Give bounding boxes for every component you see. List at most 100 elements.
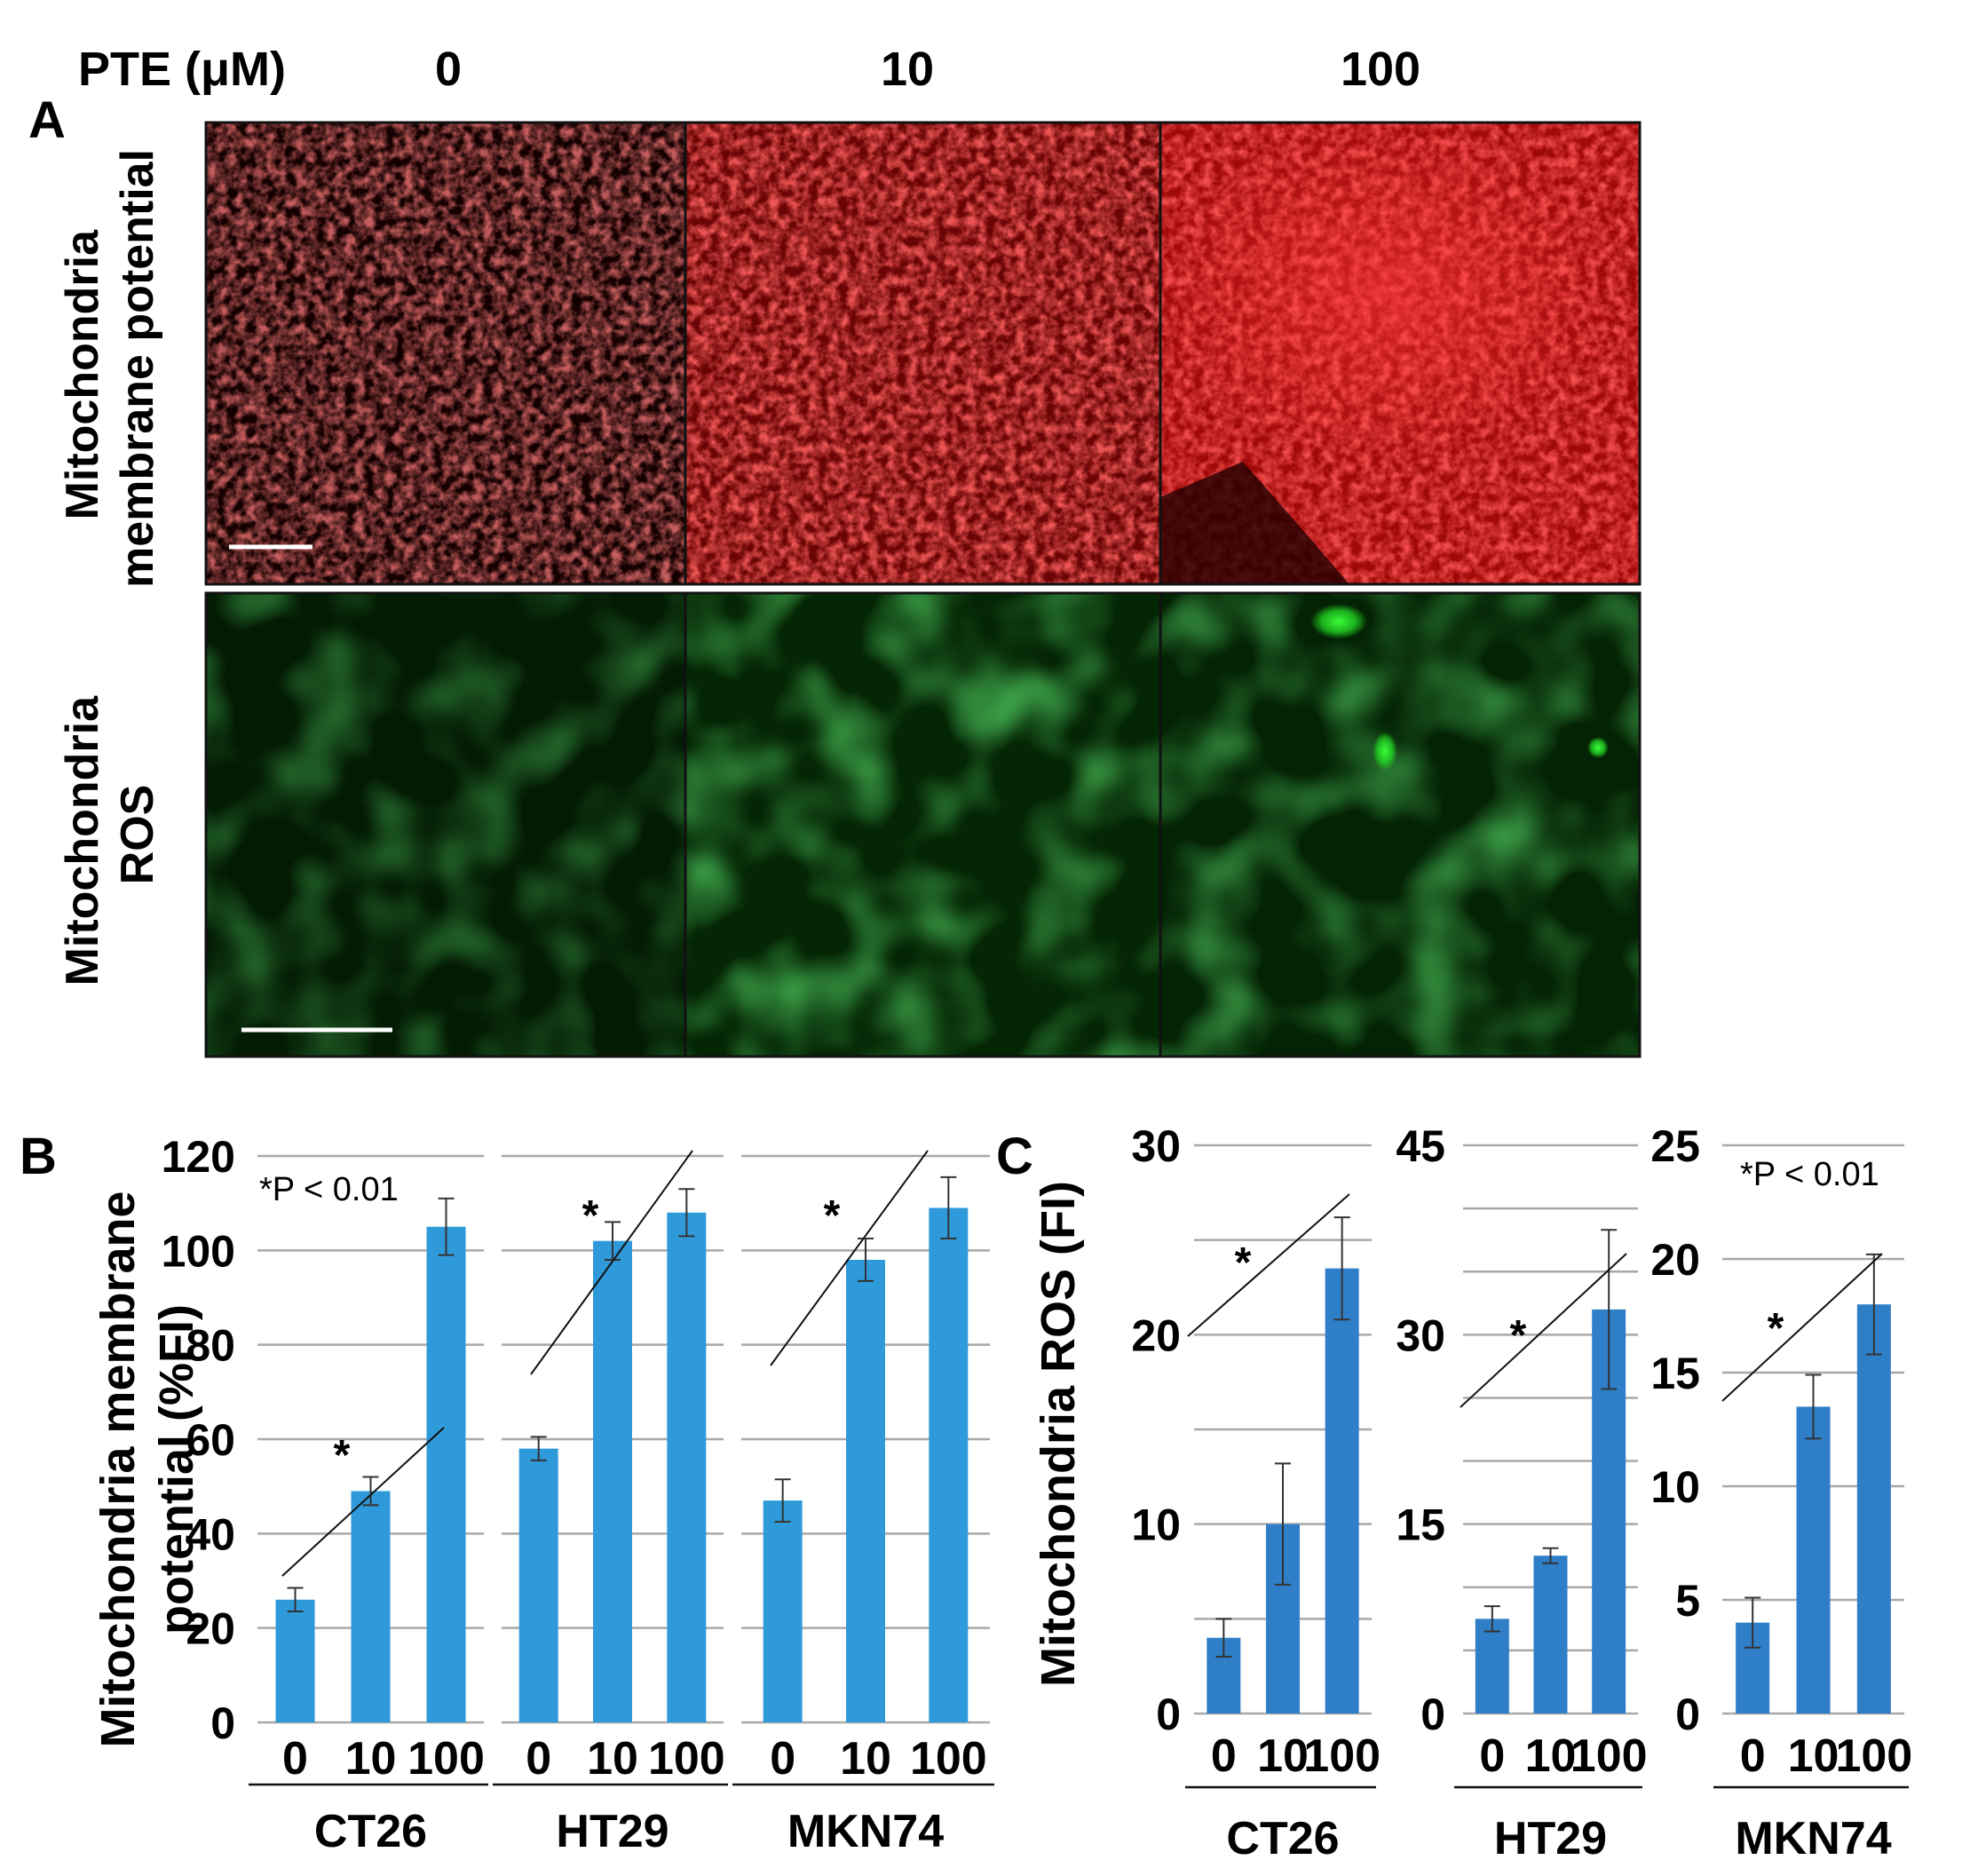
group-name: MKN74 <box>787 1806 944 1857</box>
xtick-label: 100 <box>1835 1730 1912 1782</box>
panel-c-ylabel-line: Mitochondria ROS (FI) <box>1032 1181 1085 1687</box>
ytick-label: 45 <box>1396 1121 1445 1171</box>
bar-ht29-0 <box>518 1448 558 1722</box>
ytick-label: 20 <box>1131 1310 1181 1360</box>
xtick-label: 0 <box>1211 1730 1237 1782</box>
xtick-label: 10 <box>1525 1730 1577 1782</box>
significance-star: * <box>582 1192 599 1239</box>
xtick-label: 100 <box>910 1733 987 1785</box>
group-name: CT26 <box>314 1806 427 1857</box>
xtick-label: 0 <box>526 1733 551 1785</box>
ytick-label: 10 <box>1650 1462 1700 1512</box>
significance-line <box>770 1150 929 1366</box>
bar-mkn74-100 <box>1856 1304 1891 1714</box>
panel-b-group-mkn74: 0 10 100 * MKN74 <box>732 1150 994 1857</box>
significance-line <box>1187 1193 1350 1337</box>
ytick-label: 25 <box>1650 1121 1700 1171</box>
significance-line <box>281 1427 445 1577</box>
ytick-label: 40 <box>186 1509 235 1559</box>
panel-b-group-ht29: 0 10 100 * HT29 <box>493 1150 728 1857</box>
panel-b-ylabel-line: potential (%FI) <box>150 1304 203 1635</box>
bar-ct26-100 <box>1325 1268 1359 1714</box>
panel-b-annotation: *P < 0.01 <box>259 1171 399 1208</box>
ytick-label: 60 <box>186 1415 235 1465</box>
panel-c-annotation: *P < 0.01 <box>1740 1156 1879 1193</box>
xtick-label: 0 <box>282 1733 308 1785</box>
panel-a: A PTE (μM) 0 10 100 Mitochondria membran… <box>28 43 1642 1058</box>
panel-b-ylabel-line: Mitochondria membrane <box>91 1191 145 1747</box>
group-name: HT29 <box>1494 1813 1607 1864</box>
micrograph-ros-100 <box>1160 593 1640 1057</box>
significance-line <box>530 1150 693 1375</box>
group-name: MKN74 <box>1735 1813 1891 1864</box>
xtick-label: 100 <box>1570 1730 1648 1782</box>
micrograph-membrane-0 <box>206 123 685 584</box>
panel-b-label: B <box>20 1128 57 1185</box>
ytick-label: 20 <box>1650 1235 1700 1285</box>
panel-c-label: C <box>996 1128 1033 1185</box>
panel-c-ylabel: Mitochondria ROS (FI) <box>1032 1181 1085 1687</box>
bar-mkn74-10 <box>846 1259 885 1722</box>
bar-ct26-100 <box>426 1226 466 1722</box>
bar-ht29-0 <box>1475 1619 1509 1714</box>
group-name: CT26 <box>1226 1813 1339 1864</box>
bar-mkn74-10 <box>1796 1406 1831 1714</box>
bar-ht29-100 <box>667 1212 707 1722</box>
panel-b: B Mitochondria membrane potential (%FI) *P … <box>20 1128 994 1857</box>
xtick-label: 10 <box>345 1733 397 1785</box>
dose-100-label: 100 <box>1341 43 1420 96</box>
ytick-label: 0 <box>1420 1690 1445 1739</box>
xtick-label: 0 <box>1479 1730 1505 1782</box>
micrograph-membrane-10 <box>685 123 1160 584</box>
ytick-label: 20 <box>186 1604 235 1654</box>
dose-10-label: 10 <box>881 43 934 96</box>
xtick-label: 10 <box>1257 1730 1309 1782</box>
ytick-label: 15 <box>1650 1349 1700 1398</box>
micrograph-ros-0 <box>206 593 685 1057</box>
ytick-label: 120 <box>162 1132 235 1182</box>
ytick-label: 30 <box>1396 1310 1445 1360</box>
xtick-label: 10 <box>587 1733 638 1785</box>
bar-mkn74-0 <box>763 1500 803 1722</box>
significance-star: * <box>1235 1239 1252 1286</box>
ytick-label: 0 <box>1156 1690 1181 1739</box>
ytick-label: 15 <box>1396 1500 1445 1550</box>
ytick-label: 100 <box>162 1226 235 1276</box>
xtick-label: 0 <box>770 1733 795 1785</box>
ytick-label: 0 <box>1675 1690 1700 1739</box>
dose-0-label: 0 <box>435 43 462 96</box>
ytick-label: 0 <box>210 1698 235 1748</box>
ytick-label: 80 <box>186 1321 235 1371</box>
significance-line <box>1721 1253 1883 1402</box>
xtick-label: 100 <box>648 1733 725 1785</box>
group-name: HT29 <box>556 1806 669 1857</box>
xtick-label: 10 <box>1788 1730 1839 1782</box>
micrograph-membrane-100 <box>1154 115 1640 584</box>
bar-ct26-10 <box>351 1491 391 1722</box>
xtick-label: 100 <box>407 1733 485 1785</box>
xtick-label: 100 <box>1303 1730 1381 1782</box>
panel-b-ylabel: Mitochondria membrane potential (%FI) <box>91 1191 203 1747</box>
significance-star: * <box>1510 1312 1527 1359</box>
bar-ht29-10 <box>1533 1555 1568 1714</box>
bar-ct26-0 <box>275 1599 315 1722</box>
bar-ht29-10 <box>593 1240 632 1722</box>
micrograph-ros-10 <box>685 593 1160 1057</box>
xtick-label: 0 <box>1740 1730 1766 1782</box>
panel-a-label: A <box>28 91 66 149</box>
dose-label: PTE (μM) <box>78 43 286 96</box>
significance-line <box>1460 1253 1627 1408</box>
significance-star: * <box>334 1432 351 1479</box>
row-label-membrane-potential: Mitochondria membrane potential <box>57 149 163 588</box>
significance-star: * <box>824 1192 841 1239</box>
ytick-label: 30 <box>1131 1121 1181 1171</box>
row-label-ros: Mitochondria ROS <box>57 684 163 986</box>
bar-mkn74-100 <box>929 1207 969 1722</box>
significance-star: * <box>1768 1305 1784 1352</box>
